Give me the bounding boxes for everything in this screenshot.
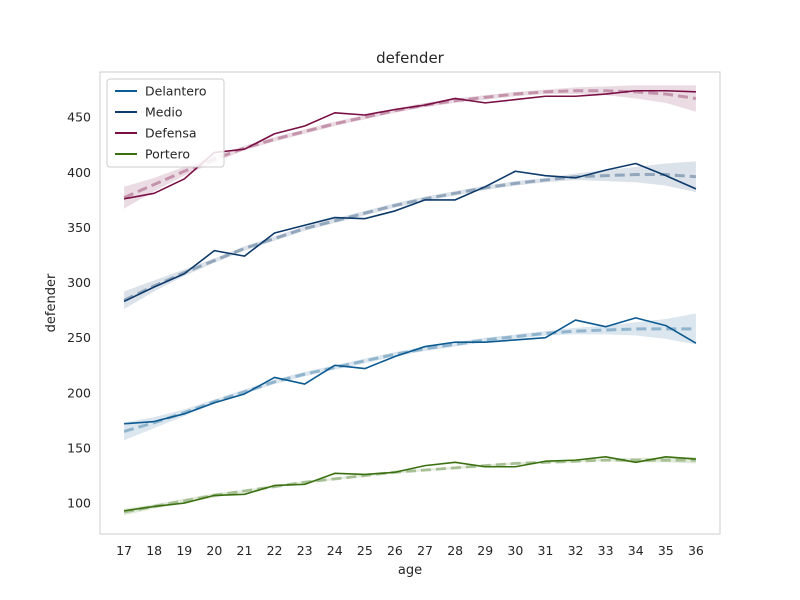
confidence-bands bbox=[124, 85, 696, 516]
x-tick-label: 28 bbox=[447, 543, 463, 558]
x-tick-label: 26 bbox=[387, 543, 403, 558]
x-tick-label: 22 bbox=[267, 543, 283, 558]
y-tick-label: 100 bbox=[67, 496, 91, 511]
x-tick-label: 27 bbox=[417, 543, 433, 558]
legend: Delantero Medio Defensa Portero bbox=[106, 78, 225, 168]
legend-label: Defensa bbox=[145, 126, 197, 141]
x-tick-label: 25 bbox=[357, 543, 373, 558]
x-tick-label: 19 bbox=[176, 543, 192, 558]
x-tick-label: 36 bbox=[688, 543, 704, 558]
band-medio bbox=[124, 161, 696, 310]
trend-delantero bbox=[123, 327, 696, 433]
y-tick-label: 150 bbox=[67, 440, 91, 455]
line-medio bbox=[123, 162, 697, 303]
legend-box bbox=[106, 78, 225, 168]
y-tick-label: 300 bbox=[67, 275, 91, 290]
x-tick-label: 34 bbox=[628, 543, 644, 558]
line-portero bbox=[123, 456, 696, 512]
x-tick-label: 24 bbox=[327, 543, 343, 558]
band-defensa bbox=[124, 85, 696, 209]
x-tick-label: 31 bbox=[537, 543, 553, 558]
x-tick-label: 33 bbox=[598, 543, 614, 558]
legend-label: Medio bbox=[145, 105, 183, 120]
y-axis-label: defender bbox=[44, 273, 59, 332]
band-delantero bbox=[124, 313, 696, 441]
x-axis-label: age bbox=[398, 563, 422, 578]
legend-label: Portero bbox=[145, 147, 190, 162]
x-tick-label: 17 bbox=[116, 543, 132, 558]
line-delantero bbox=[124, 317, 697, 425]
y-tick-label: 250 bbox=[67, 330, 91, 345]
y-tick-label: 350 bbox=[67, 220, 91, 235]
trend-medio bbox=[123, 173, 697, 302]
y-tick-label: 450 bbox=[67, 110, 91, 125]
x-tick-label: 21 bbox=[237, 543, 253, 558]
x-tick-label: 18 bbox=[146, 543, 162, 558]
chart-title: defender bbox=[376, 49, 445, 67]
x-axis-ticks: 17 18 19 20 21 22 23 24 25 26 27 28 29 30 31 32 33 34 35 36 bbox=[116, 543, 704, 558]
x-tick-label: 20 bbox=[206, 543, 222, 558]
x-tick-label: 30 bbox=[507, 543, 523, 558]
y-tick-label: 200 bbox=[67, 385, 91, 400]
x-tick-label: 23 bbox=[297, 543, 313, 558]
y-tick-label: 400 bbox=[67, 165, 91, 180]
x-tick-label: 32 bbox=[568, 543, 584, 558]
legend-label: Delantero bbox=[145, 84, 206, 99]
x-tick-label: 35 bbox=[658, 543, 674, 558]
y-axis-ticks: 100 150 200 250 300 350 400 450 bbox=[67, 110, 91, 511]
x-tick-label: 29 bbox=[477, 543, 493, 558]
